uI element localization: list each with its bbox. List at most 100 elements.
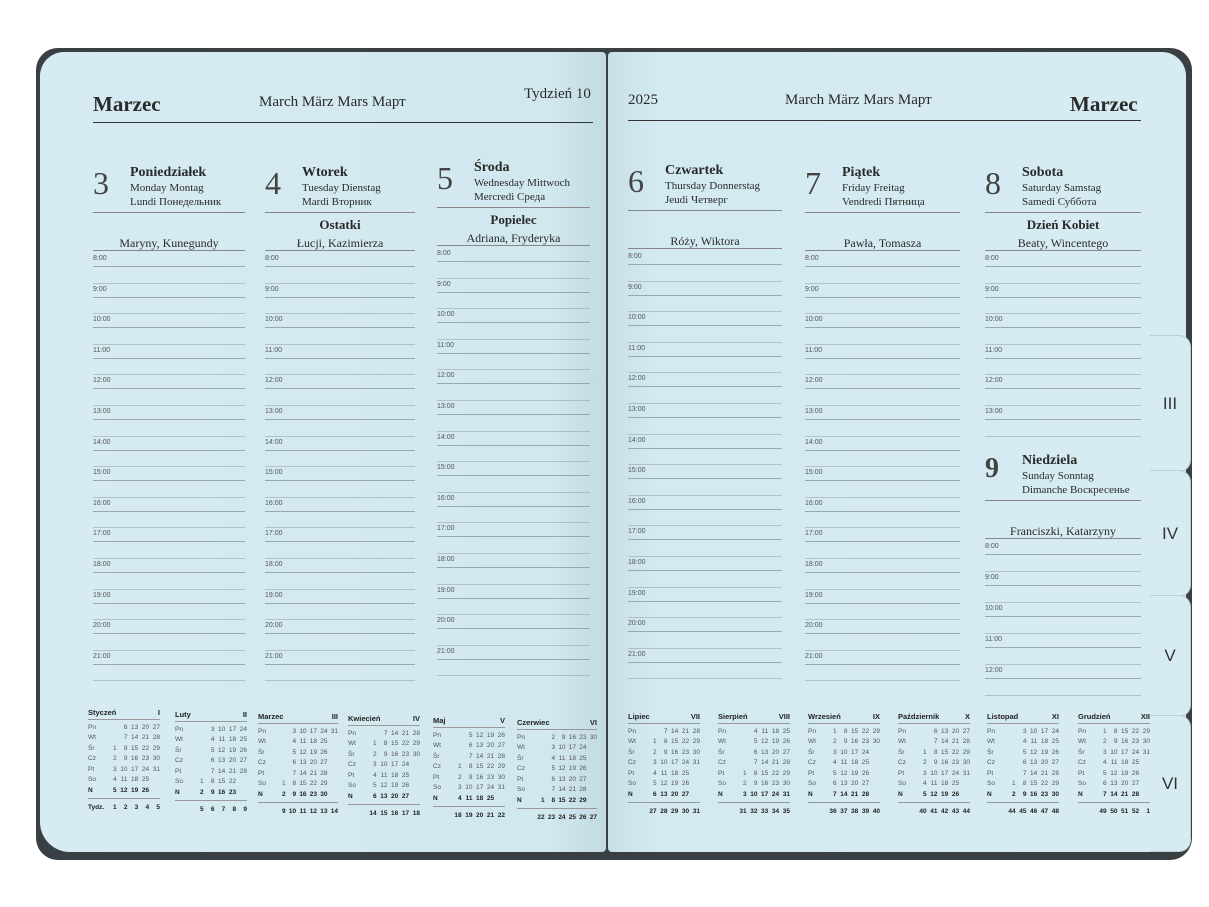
hour-slot-line[interactable] — [985, 678, 1141, 679]
mini-day[interactable]: 11 — [660, 769, 668, 777]
mini-day[interactable]: 8 — [468, 763, 473, 771]
mini-day[interactable]: 6 — [123, 723, 128, 731]
mini-day[interactable]: 25 — [1131, 759, 1140, 767]
mini-day[interactable]: 12 — [1030, 748, 1038, 756]
mini-day[interactable]: 20 — [486, 742, 495, 750]
mini-day[interactable]: 30 — [497, 773, 505, 781]
mini-day[interactable]: 27 — [861, 780, 870, 788]
mini-day[interactable]: 25 — [486, 794, 495, 802]
hour-slot-line[interactable] — [265, 527, 415, 529]
mini-day[interactable]: 28 — [861, 790, 870, 798]
mini-day[interactable]: 20 — [309, 759, 318, 767]
mini-day[interactable]: 13 — [761, 748, 769, 756]
hour-slot-line[interactable] — [985, 388, 1141, 390]
mini-day[interactable]: 15 — [1030, 780, 1038, 788]
mini-day[interactable]: 25 — [861, 759, 870, 767]
hour-slot-line[interactable] — [265, 496, 415, 498]
mini-day[interactable]: 16 — [671, 748, 679, 756]
mini-day[interactable]: 1 — [652, 738, 657, 746]
hour-slot-line[interactable] — [437, 400, 590, 401]
hour-slot-line[interactable] — [628, 525, 782, 527]
hour-slot-line[interactable] — [985, 419, 1141, 420]
mini-day[interactable]: 15 — [761, 769, 769, 777]
mini-day[interactable]: 11 — [840, 759, 848, 767]
mini-day[interactable]: 25 — [782, 727, 790, 735]
hour-slot-line[interactable] — [437, 322, 590, 324]
mini-day[interactable]: 4 — [922, 780, 927, 788]
mini-day[interactable]: 29 — [320, 780, 328, 788]
mini-day[interactable]: 18 — [1040, 738, 1049, 746]
hour-slot-line[interactable] — [805, 649, 960, 651]
mini-day[interactable]: 25 — [401, 771, 410, 779]
mini-day[interactable]: 1 — [1102, 727, 1107, 735]
hour-slot-line[interactable] — [985, 695, 1141, 696]
hour-slot-line[interactable] — [93, 602, 245, 604]
mini-day[interactable]: 4 — [551, 754, 556, 762]
mini-day[interactable]: 6 — [210, 757, 215, 765]
hour-slot-line[interactable] — [805, 588, 960, 590]
mini-day[interactable]: 17 — [761, 790, 769, 798]
hour-slot-line[interactable] — [265, 405, 415, 406]
mini-day[interactable]: 22 — [1131, 727, 1140, 735]
mini-day[interactable]: 23 — [771, 780, 780, 788]
mini-day[interactable]: 3 — [832, 748, 837, 756]
hour-slot-line[interactable] — [437, 383, 590, 385]
mini-day[interactable]: 28 — [239, 767, 247, 775]
mini-day[interactable]: 4 — [652, 769, 657, 777]
mini-day[interactable]: 24 — [486, 784, 495, 792]
hour-slot-line[interactable] — [93, 374, 245, 376]
mini-day[interactable]: 31 — [692, 759, 700, 767]
hour-slot-line[interactable] — [805, 466, 960, 468]
mini-day[interactable]: 22 — [568, 796, 577, 804]
mini-day[interactable]: 6 — [753, 748, 758, 756]
mini-day[interactable]: 21 — [951, 738, 960, 746]
mini-day[interactable]: 6 — [551, 775, 556, 783]
mini-day[interactable]: 24 — [579, 744, 587, 752]
mini-day[interactable]: 27 — [239, 757, 247, 765]
mini-day[interactable]: 18 — [851, 759, 859, 767]
hour-slot-line[interactable] — [805, 357, 960, 359]
hour-slot-line[interactable] — [265, 313, 415, 315]
hour-slot-line[interactable] — [628, 311, 782, 313]
hour-slot-line[interactable] — [805, 572, 960, 573]
mini-day[interactable]: 7 — [753, 759, 758, 767]
mini-day[interactable]: 6 — [1022, 759, 1027, 767]
mini-day[interactable]: 21 — [401, 729, 410, 737]
mini-day[interactable]: 19 — [771, 738, 780, 746]
hour-slot-line[interactable] — [628, 417, 782, 418]
hour-slot-line[interactable] — [437, 583, 590, 585]
hour-slot-line[interactable] — [805, 327, 960, 329]
hour-slot-line[interactable] — [628, 617, 782, 619]
hour-slot-line[interactable] — [93, 449, 245, 451]
mini-day[interactable]: 30 — [782, 780, 790, 788]
mini-day[interactable]: 11 — [1030, 738, 1038, 746]
mini-day[interactable]: 19 — [851, 769, 859, 777]
mini-day[interactable]: 10 — [930, 769, 938, 777]
hour-slot-line[interactable] — [437, 430, 590, 432]
mini-day[interactable]: 29 — [497, 763, 505, 771]
hour-slot-line[interactable] — [805, 633, 960, 635]
hour-slot-line[interactable] — [437, 614, 590, 616]
hour-slot-line[interactable] — [437, 475, 590, 477]
mini-day[interactable]: 27 — [782, 748, 790, 756]
hour-slot-line[interactable] — [628, 264, 782, 265]
hour-slot-line[interactable] — [985, 616, 1141, 617]
hour-slot-line[interactable] — [265, 343, 415, 345]
mini-day[interactable]: 10 — [120, 765, 128, 773]
mini-day[interactable]: 15 — [558, 796, 566, 804]
mini-day[interactable]: 25 — [681, 769, 690, 777]
mini-day[interactable]: 1 — [372, 740, 377, 748]
mini-day[interactable]: 18 — [391, 771, 399, 779]
mini-day[interactable]: 16 — [131, 755, 139, 763]
mini-day[interactable]: 10 — [750, 790, 758, 798]
mini-day[interactable]: 26 — [782, 738, 790, 746]
mini-day[interactable]: 17 — [476, 784, 484, 792]
mini-day[interactable]: 13 — [131, 723, 139, 731]
mini-day[interactable]: 31 — [782, 790, 790, 798]
hour-slot-line[interactable] — [265, 480, 415, 482]
mini-day[interactable]: 3 — [742, 790, 747, 798]
hour-slot-line[interactable] — [805, 680, 960, 682]
hour-slot-line[interactable] — [985, 405, 1141, 406]
hour-slot-line[interactable] — [628, 447, 782, 449]
mini-day[interactable]: 22 — [401, 740, 410, 748]
